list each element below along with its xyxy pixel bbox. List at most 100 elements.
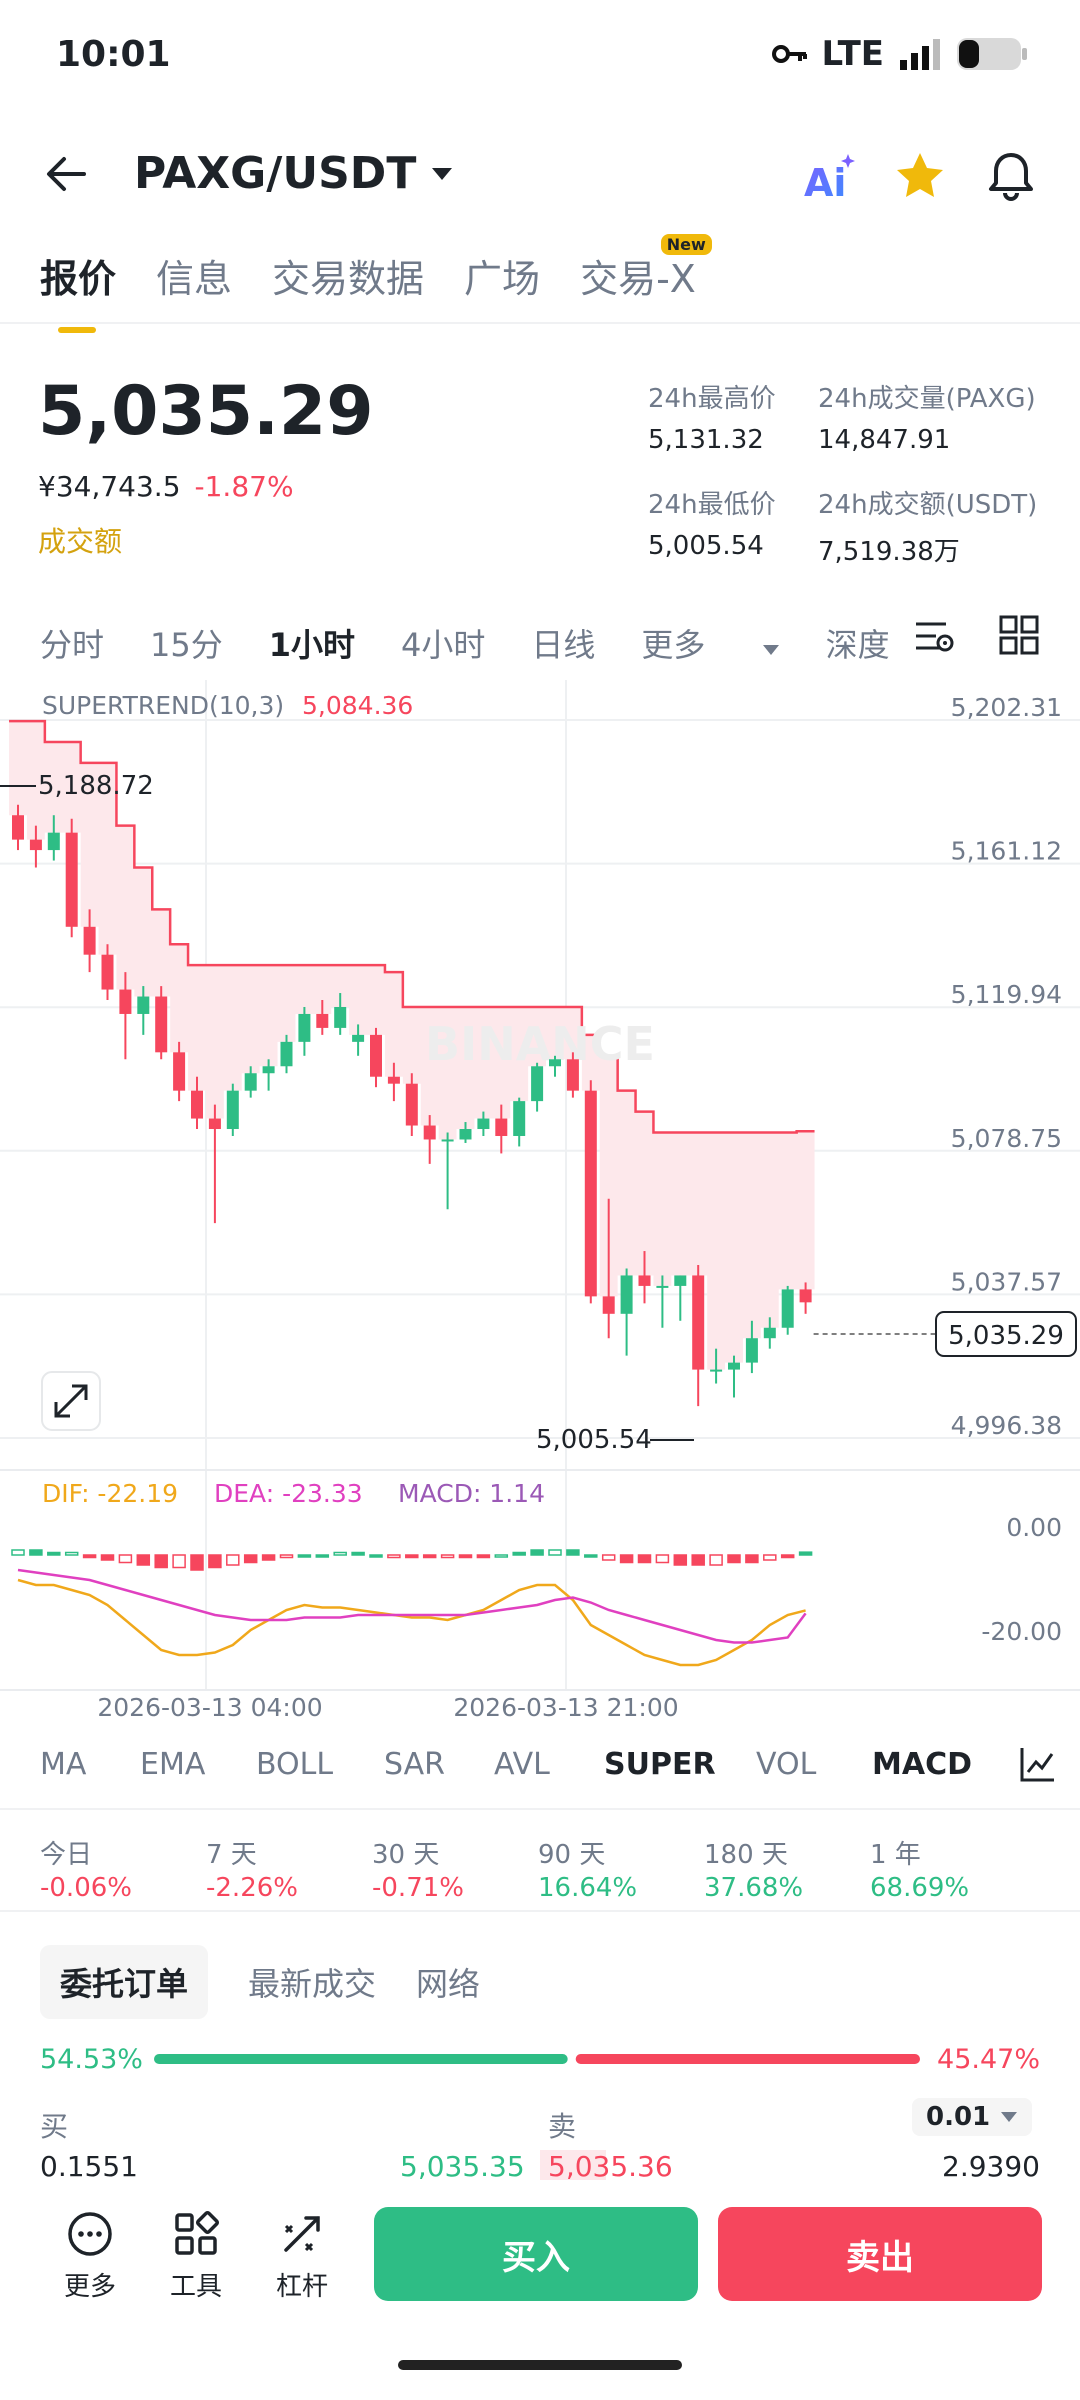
sell-column-label: 卖 <box>548 2110 577 2143</box>
tf-1d[interactable]: 日线 <box>531 626 596 664</box>
turnover-link[interactable]: 成交额 <box>38 525 123 558</box>
macd-bar <box>208 1554 222 1569</box>
candle-body <box>620 1275 633 1314</box>
new-badge: New <box>660 234 712 255</box>
pair-name: PAXG/USDT <box>134 148 417 199</box>
candle <box>638 1251 651 1304</box>
candle-body <box>298 1013 311 1042</box>
more-icon <box>68 2212 112 2256</box>
y-tick-label: 4,996.38 <box>951 1411 1062 1440</box>
candle-body <box>745 1338 758 1363</box>
macd-tick-1: -20.00 <box>981 1617 1062 1646</box>
leverage-icon <box>284 2216 320 2252</box>
tab-trade-x[interactable]: 交易-X New <box>580 234 712 303</box>
macd-bar <box>619 1554 634 1564</box>
candle-body <box>692 1275 705 1370</box>
macd-bar <box>548 1549 562 1556</box>
tools-button[interactable]: 工具 <box>156 2210 236 2303</box>
back-arrow-icon[interactable] <box>42 150 90 198</box>
stat-high: 24h最高价 5,131.32 <box>648 378 776 455</box>
tf-15m[interactable]: 15分 <box>150 626 223 664</box>
pair-selector[interactable]: PAXG/USDT <box>134 148 454 199</box>
macd-bar <box>333 1551 347 1556</box>
battery-icon <box>957 38 1027 70</box>
ind-boll[interactable]: BOLL <box>256 1746 334 1782</box>
ind-super[interactable]: SUPER <box>604 1746 716 1782</box>
perf-30d: 30 天 -0.71% <box>372 1834 464 1903</box>
macd-bar <box>369 1554 383 1558</box>
ind-macd[interactable]: MACD <box>872 1746 972 1782</box>
candle-body <box>513 1101 526 1136</box>
tab-square[interactable]: 广场 <box>464 257 541 301</box>
ind-ema[interactable]: EMA <box>140 1746 206 1782</box>
y-tick-label: 5,119.94 <box>951 980 1062 1009</box>
candle <box>226 1083 239 1136</box>
perf-180d: 180 天 37.68% <box>704 1834 803 1903</box>
macd-bar <box>82 1554 97 1559</box>
macd-bar <box>584 1554 598 1558</box>
macd-bar <box>780 1554 795 1559</box>
candle <box>763 1317 776 1349</box>
macd-bar <box>315 1554 330 1558</box>
ind-vol[interactable]: VOL <box>756 1746 817 1782</box>
sell-ratio-label: 45.47% <box>937 2044 1040 2075</box>
high-marker-label: 5,188.72 <box>38 771 154 801</box>
macd-bar <box>351 1551 365 1556</box>
chart-grid <box>0 680 1080 1690</box>
tab-network[interactable]: 网络 <box>416 1965 481 2003</box>
candle-body <box>549 1059 561 1067</box>
macd-bar <box>154 1554 168 1569</box>
macd-bar <box>637 1554 652 1564</box>
tab-latest-trades[interactable]: 最新成交 <box>248 1965 377 2003</box>
candle <box>405 1073 418 1136</box>
buy-button[interactable]: 买入 <box>374 2207 698 2301</box>
y-tick-label: 5,037.57 <box>951 1267 1062 1296</box>
leverage-button[interactable]: 杠杆 <box>262 2210 342 2303</box>
ai-icon[interactable]: Ai <box>802 152 856 202</box>
stat-high-value: 5,131.32 <box>648 425 764 455</box>
tab-quote[interactable]: 报价 <box>40 248 116 333</box>
fullscreen-button[interactable] <box>41 1371 101 1431</box>
sell-button[interactable]: 卖出 <box>718 2207 1042 2301</box>
macd-bar <box>172 1554 186 1569</box>
candle <box>441 1132 454 1210</box>
favorite-star-icon[interactable] <box>894 150 946 202</box>
candle-body <box>638 1275 651 1286</box>
tab-info[interactable]: 信息 <box>156 257 233 301</box>
macd-bar <box>405 1554 419 1559</box>
macd-bar <box>691 1554 705 1566</box>
tf-more[interactable]: 更多 <box>641 620 779 666</box>
grid-layout-icon[interactable] <box>998 614 1040 656</box>
stat-low-value: 5,005.54 <box>648 531 764 561</box>
caret-down-icon <box>432 167 453 180</box>
tab-trading-data[interactable]: 交易数据 <box>272 257 425 301</box>
candle-body <box>477 1118 490 1130</box>
more-button[interactable]: 更多 <box>50 2210 130 2303</box>
precision-select[interactable]: 0.01 <box>912 2098 1033 2136</box>
candle-body <box>459 1129 472 1140</box>
candle <box>566 1052 579 1098</box>
ai-label: Ai <box>804 161 846 202</box>
candle-body <box>316 1013 329 1028</box>
candle <box>531 1062 544 1112</box>
ind-avl[interactable]: AVL <box>494 1746 550 1782</box>
status-right: LTE <box>771 34 1028 74</box>
candle <box>191 1076 203 1130</box>
ind-ma[interactable]: MA <box>40 1746 87 1782</box>
candle <box>280 1034 293 1074</box>
tf-4h[interactable]: 4小时 <box>401 626 486 664</box>
precision-value: 0.01 <box>926 2102 991 2132</box>
tab-order-book[interactable]: 委托订单 <box>40 1945 209 2019</box>
chart-settings-icon[interactable] <box>912 614 956 658</box>
indicator-settings-icon[interactable] <box>1018 1744 1058 1784</box>
tf-depth[interactable]: 深度 <box>825 626 890 664</box>
tf-line[interactable]: 分时 <box>40 626 105 664</box>
candlestick-chart[interactable]: BINANCE 5,202.31 5,161.12 5,119.94 5,078.75… <box>0 680 1080 1720</box>
y-tick-label: 5,161.12 <box>951 837 1062 866</box>
tools-icon <box>175 2210 220 2255</box>
ind-sar[interactable]: SAR <box>384 1746 445 1782</box>
y-tick-label: 5,202.31 <box>951 693 1062 722</box>
stat-volume: 24h成交量(PAXG) 14,847.91 <box>818 378 1036 455</box>
bell-icon[interactable] <box>986 150 1036 202</box>
tf-1h[interactable]: 1小时 <box>268 626 356 664</box>
